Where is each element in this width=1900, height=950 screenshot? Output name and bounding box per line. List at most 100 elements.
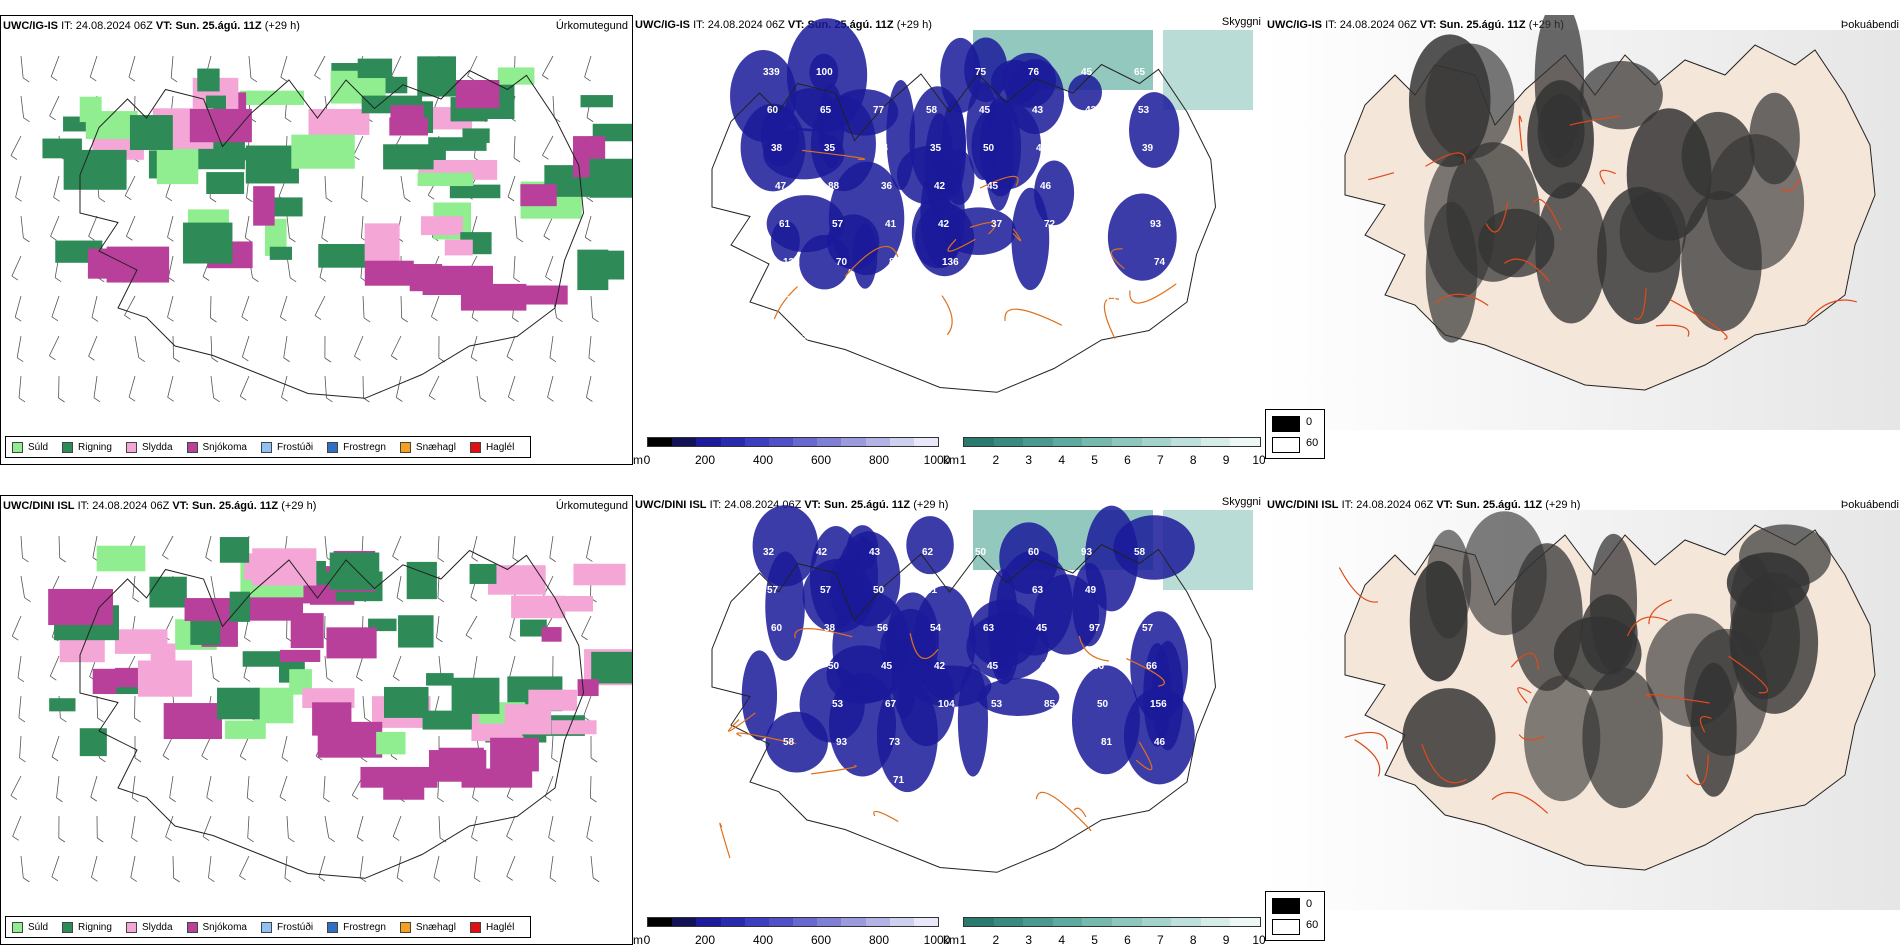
precip-cell: [580, 95, 613, 108]
legend-swatch: [62, 921, 74, 933]
ceiling-label: 70: [836, 257, 848, 268]
ceiling-label: 52: [995, 257, 1007, 268]
ceiling-cell: [990, 620, 1018, 685]
wind-barb: [131, 815, 138, 843]
wind-barb: [49, 335, 60, 361]
legend-swatch: [399, 441, 411, 453]
ceiling-label: 46: [1040, 181, 1052, 192]
legend-item: Haglél: [469, 921, 514, 933]
ceiling-label: 45: [1040, 661, 1052, 672]
scale-tick: 400: [752, 933, 774, 945]
wind-barb: [16, 335, 24, 362]
ceiling-label: 45: [987, 661, 999, 672]
wind-barb: [552, 95, 561, 123]
wind-barb: [471, 815, 478, 842]
fog-cell: [1582, 667, 1663, 809]
wind-barb: [353, 135, 364, 161]
wind-barb: [210, 375, 220, 403]
road: [1110, 248, 1125, 270]
wind-barb: [392, 655, 402, 681]
scale-tick: 9: [1222, 453, 1230, 465]
ceiling-cell: [984, 95, 1014, 211]
wind-barb: [396, 855, 404, 882]
wind-barb: [58, 375, 65, 403]
wind-barb: [324, 335, 332, 363]
color-bin: [1052, 918, 1083, 926]
ceiling-label: 57: [767, 585, 779, 596]
color-bin: [696, 438, 721, 446]
wind-barb: [167, 375, 174, 402]
wind-barb: [545, 255, 554, 282]
color-bin: [889, 438, 914, 446]
ceiling-label: 76: [1028, 67, 1040, 78]
road: [1435, 293, 1489, 306]
ceiling-label: 77: [873, 105, 885, 116]
color-bin: [1230, 438, 1260, 446]
precip-cell: [225, 720, 266, 739]
ceiling-label: 93: [836, 737, 848, 748]
wind-barb: [170, 55, 178, 83]
legend-swatch: [186, 921, 198, 933]
fog-cell: [1537, 94, 1585, 168]
precip-cell: [308, 108, 370, 135]
color-bin: [1171, 438, 1201, 446]
ceiling-label: 42: [934, 181, 946, 192]
coastline: [711, 63, 1217, 393]
legend-swatch: [469, 441, 481, 453]
wind-barb: [246, 775, 254, 803]
wind-barb: [51, 855, 60, 882]
road: [1627, 616, 1668, 637]
ceiling-label: 12: [1105, 295, 1117, 306]
coastline: [79, 69, 585, 399]
color-bin: [1141, 438, 1172, 446]
road: [1103, 297, 1120, 339]
wind-barb: [549, 855, 557, 883]
color-bin: [672, 918, 697, 926]
wind-barb: [396, 575, 404, 602]
ceiling-cell: [829, 554, 865, 622]
fog-cell: [1408, 34, 1491, 167]
ceiling-cell: [818, 83, 845, 168]
precip-cell: [63, 149, 127, 190]
ceiling-label: 42: [897, 333, 909, 344]
fog-swatch-light: [1272, 919, 1300, 935]
road: [909, 633, 939, 660]
precip-cell: [92, 668, 117, 694]
ceiling-label: 42: [816, 547, 828, 558]
scale-tick: 3: [1025, 933, 1033, 945]
precip-cell: [422, 710, 472, 730]
color-bin: [1082, 438, 1112, 446]
color-bin: [1200, 438, 1231, 446]
ceiling-label: 65: [1134, 67, 1146, 78]
ceiling-cell: [891, 636, 917, 719]
wind-barb: [12, 815, 22, 841]
fog-cell: [1749, 92, 1800, 185]
ceiling-label: 58: [926, 105, 938, 116]
ceiling-label: 53: [1138, 105, 1150, 116]
precip-cell: [239, 90, 304, 105]
wind-barb: [324, 655, 334, 683]
ceiling-cell: [1123, 688, 1195, 785]
wind-barb: [134, 335, 146, 363]
ceiling-label: 76: [946, 775, 958, 786]
fog-swatch-dark: [1272, 416, 1300, 432]
legend-swatch: [12, 921, 23, 933]
ceiling-label: 47: [775, 181, 787, 192]
precip-cell: [511, 595, 566, 619]
wind-barb: [586, 815, 593, 842]
ceiling-label: 156: [1150, 699, 1167, 710]
road: [1699, 716, 1712, 733]
wind-barb: [286, 815, 295, 843]
ceiling-cell: [752, 505, 819, 587]
wind-barb: [509, 615, 516, 642]
legend-label: Frostregn: [343, 921, 386, 933]
ceiling-label: 79: [787, 295, 799, 306]
scale-tick: 5: [1091, 933, 1098, 945]
scale-unit: m: [633, 453, 643, 465]
precip-cell: [520, 619, 547, 637]
color-bin: [793, 918, 818, 926]
precip-cell: [497, 67, 535, 85]
ceiling-label: 75: [975, 67, 987, 78]
ceiling-cell: [977, 678, 1060, 717]
road: [1425, 152, 1466, 167]
